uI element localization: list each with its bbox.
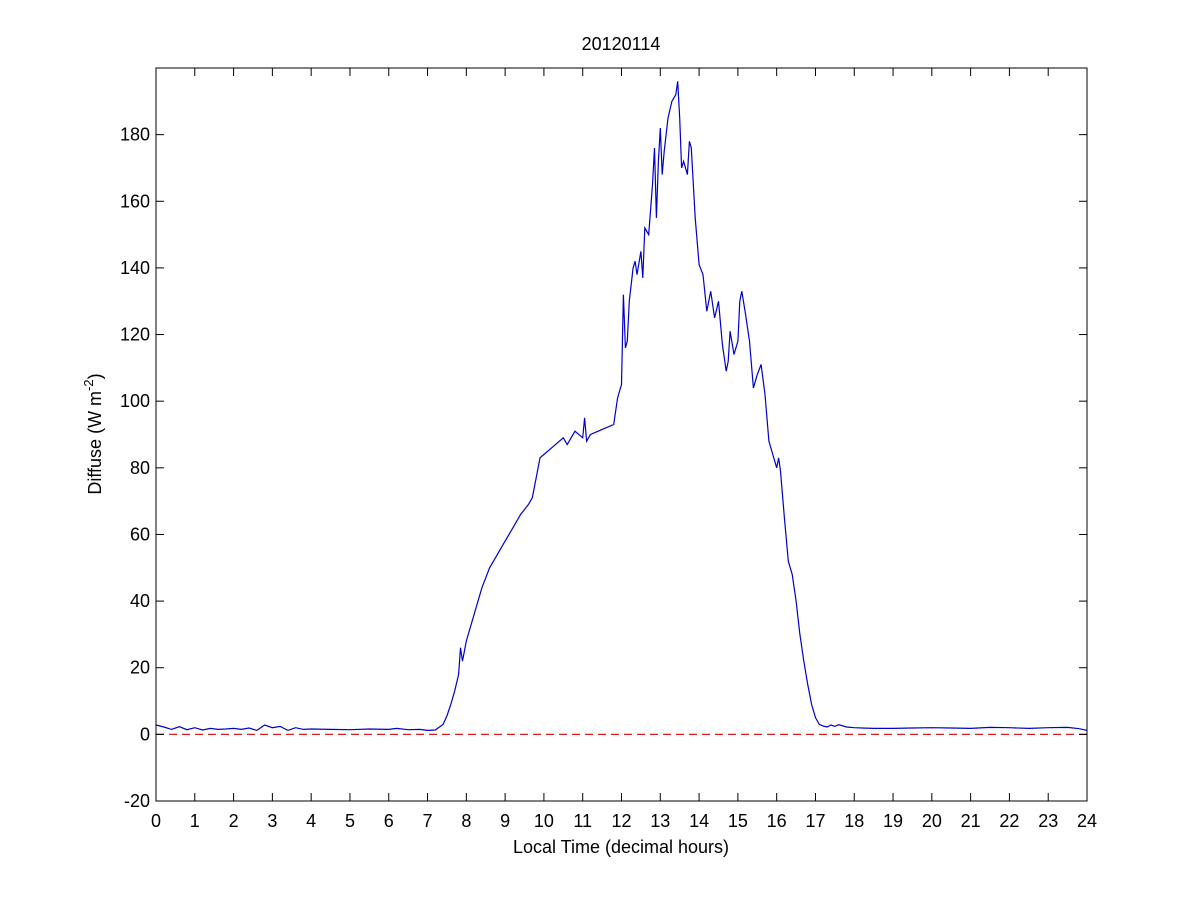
y-axis-label-main: Diffuse (W m bbox=[85, 391, 105, 495]
y-axis-label-close: ) bbox=[85, 373, 105, 379]
x-tick-label: 23 bbox=[1038, 811, 1058, 831]
diffuse-series-line bbox=[155, 81, 1088, 732]
x-tick-label: 15 bbox=[728, 811, 748, 831]
x-tick-label: 20 bbox=[922, 811, 942, 831]
x-tick-label: 16 bbox=[767, 811, 787, 831]
x-tick-label: 11 bbox=[573, 811, 592, 831]
y-tick-label: 160 bbox=[120, 191, 150, 211]
y-tick-label: 40 bbox=[130, 591, 150, 611]
y-tick-label: 180 bbox=[120, 125, 150, 145]
x-axis-label: Local Time (decimal hours) bbox=[513, 837, 729, 857]
chart-title: 20120114 bbox=[582, 34, 661, 54]
x-axis: 0 1 2 3 4 5 6 7 8 9 10 11 12 13 14 15 16 17 18 19 20 21 22 23 24 bbox=[151, 68, 1097, 831]
x-tick-label: 12 bbox=[611, 811, 631, 831]
x-tick-label: 8 bbox=[461, 811, 471, 831]
x-tick-label: 24 bbox=[1077, 811, 1097, 831]
plot-layer bbox=[155, 81, 1088, 736]
x-tick-label: 3 bbox=[267, 811, 277, 831]
y-tick-label: 120 bbox=[120, 325, 150, 345]
y-axis-label: Diffuse (W m-2) bbox=[81, 373, 105, 494]
x-tick-label: 6 bbox=[384, 811, 394, 831]
x-tick-label: 4 bbox=[306, 811, 316, 831]
y-axis: -20 0 20 40 60 80 100 120 140 160 180 bbox=[120, 125, 1087, 811]
y-tick-label: 0 bbox=[140, 724, 150, 744]
x-tick-label: 22 bbox=[999, 811, 1019, 831]
y-tick-label: 60 bbox=[130, 524, 150, 544]
x-tick-label: 1 bbox=[190, 811, 200, 831]
y-tick-label: 140 bbox=[120, 258, 150, 278]
x-tick-label: 14 bbox=[689, 811, 709, 831]
x-tick-label: 17 bbox=[805, 811, 825, 831]
x-tick-label: 0 bbox=[151, 811, 161, 831]
x-tick-label: 10 bbox=[534, 811, 554, 831]
x-tick-label: 21 bbox=[961, 811, 981, 831]
x-tick-label: 5 bbox=[345, 811, 355, 831]
y-tick-label: -20 bbox=[124, 791, 150, 811]
plot-frame bbox=[155, 67, 1088, 802]
y-axis-label-superscript: -2 bbox=[81, 379, 96, 391]
y-tick-label: 80 bbox=[130, 458, 150, 478]
x-tick-label: 2 bbox=[229, 811, 239, 831]
x-tick-label: 13 bbox=[650, 811, 670, 831]
y-tick-label: 20 bbox=[130, 658, 150, 678]
x-tick-label: 9 bbox=[500, 811, 510, 831]
x-tick-label: 7 bbox=[423, 811, 433, 831]
x-tick-label: 19 bbox=[883, 811, 903, 831]
x-tick-label: 18 bbox=[844, 811, 864, 831]
y-tick-label: 100 bbox=[120, 391, 150, 411]
